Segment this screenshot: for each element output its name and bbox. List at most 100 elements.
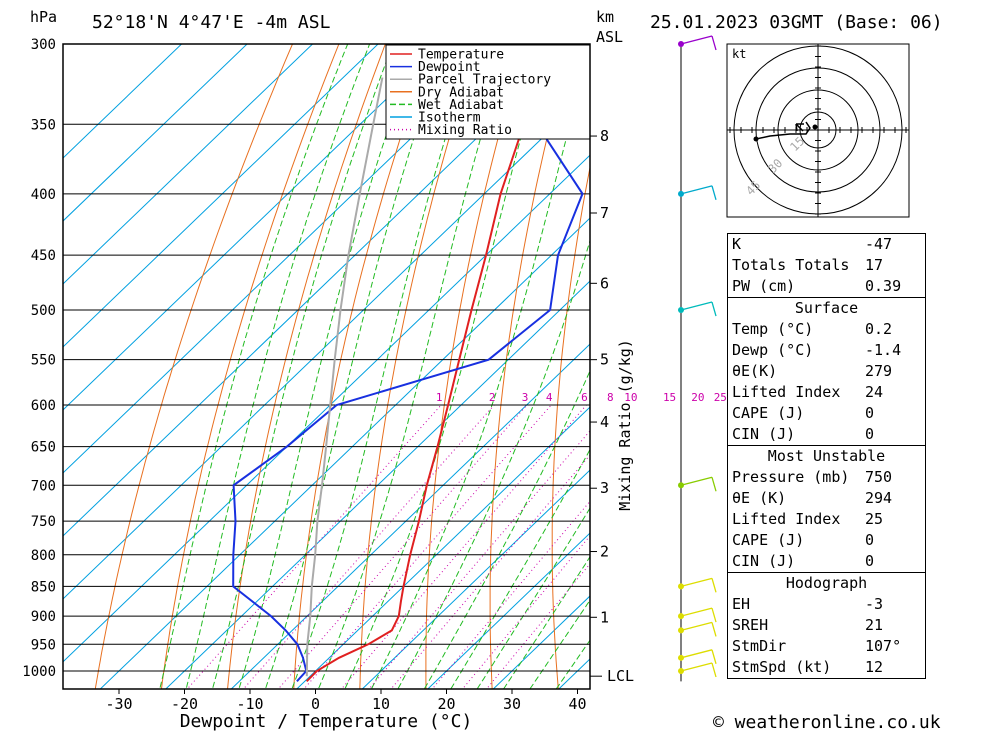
- wet-adiabat-line: [370, 47, 590, 689]
- index-row: CAPE (J) 0: [728, 403, 926, 424]
- series-parcel-trajectory-line: [305, 77, 384, 677]
- section-header: Most Unstable: [727, 445, 926, 467]
- dry-adiabat-line: [359, 44, 479, 689]
- section-title-surface: Surface: [727, 297, 926, 319]
- isotherm-line: [230, 343, 590, 689]
- index-row: Lifted Index 25: [728, 509, 926, 530]
- dry-adiabat-line: [293, 44, 433, 689]
- index-row: CAPE (J) 0: [728, 530, 926, 551]
- height-tick-label: 2: [600, 543, 609, 561]
- mixing-ratio-line: [340, 404, 587, 689]
- wind-barb: [680, 185, 713, 195]
- hodograph-point: [753, 136, 759, 142]
- pressure-tick-label: 300: [31, 37, 56, 53]
- index-value: 107°: [865, 637, 902, 655]
- isotherm-line: [165, 280, 590, 689]
- wet-adiabat-line: [529, 599, 590, 689]
- wind-barb: [711, 477, 717, 492]
- index-label: K: [732, 235, 742, 253]
- index-label: CIN (J): [732, 552, 796, 570]
- isotherm-line: [63, 44, 445, 411]
- isotherm-line: [63, 44, 314, 285]
- storm-motion-arrow: [795, 123, 804, 132]
- dry-adiabat-line: [671, 8, 718, 696]
- index-label: CIN (J): [732, 425, 796, 443]
- index-label: θE (K): [732, 489, 787, 507]
- section-header: Hodograph: [727, 572, 926, 594]
- index-value: 0: [865, 552, 875, 570]
- index-row: Pressure (mb) 750: [728, 467, 926, 488]
- mixing-ratio-label: 6: [581, 391, 588, 404]
- mixing-ratio-line: [186, 404, 442, 689]
- height-tick-label: 4: [600, 413, 609, 431]
- index-label: CAPE (J): [732, 531, 805, 549]
- series-temperature-line: [305, 44, 556, 683]
- pressure-tick-label: 500: [31, 303, 56, 319]
- index-label: EH: [732, 595, 751, 613]
- height-tick-label: 5: [600, 351, 609, 369]
- mixing-ratio-line: [303, 404, 552, 689]
- wind-barb: [680, 35, 713, 45]
- index-value: 750: [865, 468, 893, 486]
- pressure-tick-label: 650: [31, 440, 56, 456]
- dry-adiabat-line: [160, 44, 340, 689]
- height-tick-label: 7: [600, 204, 609, 222]
- index-value: 17: [865, 256, 884, 274]
- pressure-tick-label: 600: [31, 398, 56, 414]
- x-tick-label: 10: [372, 695, 390, 713]
- wind-barb: [711, 185, 717, 200]
- mixing-ratio-label: 3: [522, 391, 529, 404]
- hodograph-trace: [755, 121, 811, 140]
- index-row: PW (cm) 0.39: [728, 276, 926, 298]
- wind-barb: [680, 301, 713, 311]
- wet-adiabat-line: [211, 44, 394, 689]
- legend-label: Mixing Ratio: [418, 123, 512, 138]
- mixing-ratio-line: [431, 500, 590, 689]
- mixing-ratio-line: [390, 454, 590, 689]
- mixing-ratio-line: [242, 404, 495, 689]
- x-tick-label: 30: [503, 695, 521, 713]
- plot-frame: [62, 43, 591, 690]
- index-label: SREH: [732, 616, 769, 634]
- index-row: SREH 21: [728, 615, 926, 636]
- dry-adiabat-line: [987, 8, 1000, 696]
- mixing-ratio-label: 20: [691, 391, 704, 404]
- mixing-ratio-label: 15: [663, 391, 676, 404]
- isotherm-line: [63, 44, 379, 348]
- datetime-title: 25.01.2023 03GMT (Base: 06): [650, 12, 943, 33]
- index-value: 24: [865, 383, 884, 401]
- index-value: 12: [865, 658, 884, 676]
- height-tick-label: 3: [600, 479, 609, 497]
- pressure-tick-label: 350: [31, 117, 56, 133]
- wet-adiabat-line: [423, 369, 590, 689]
- wet-adiabat-line: [159, 44, 349, 689]
- legend-label: Dewpoint: [418, 60, 481, 75]
- index-row: K -47: [728, 234, 926, 256]
- wind-profile: [678, 35, 717, 682]
- pressure-tick-label: 800: [31, 548, 56, 564]
- legend-label: Wet Adiabat: [418, 98, 504, 113]
- index-label: Temp (°C): [732, 320, 814, 338]
- dry-adiabat-line: [227, 44, 386, 689]
- wind-barb: [680, 607, 713, 617]
- wind-barb: [711, 662, 717, 678]
- index-row: Totals Totals 17: [728, 255, 926, 276]
- wind-barb: [680, 649, 713, 659]
- mixing-ratio-axis-label: Mixing Ratio (g/kg): [616, 339, 634, 511]
- section-header: Surface: [727, 297, 926, 319]
- index-row: CIN (J) 0: [728, 424, 926, 446]
- height-unit-asl: ASL: [596, 28, 623, 46]
- wet-adiabat-line: [397, 239, 590, 689]
- x-tick-label: 40: [568, 695, 586, 713]
- legend-label: Parcel Trajectory: [418, 73, 551, 88]
- section-title-hodograph: Hodograph: [727, 572, 926, 594]
- index-label: Pressure (mb): [732, 468, 850, 486]
- index-row: θE(K) 279: [728, 361, 926, 382]
- isotherm-line: [361, 469, 590, 689]
- index-value: 0.2: [865, 320, 893, 338]
- height-tick-label: 1: [600, 608, 609, 626]
- isotherm-line: [427, 532, 590, 689]
- mixing-ratio-label: 1: [436, 391, 443, 404]
- x-tick-label: -30: [105, 695, 132, 713]
- pressure-tick-label: 400: [31, 187, 56, 203]
